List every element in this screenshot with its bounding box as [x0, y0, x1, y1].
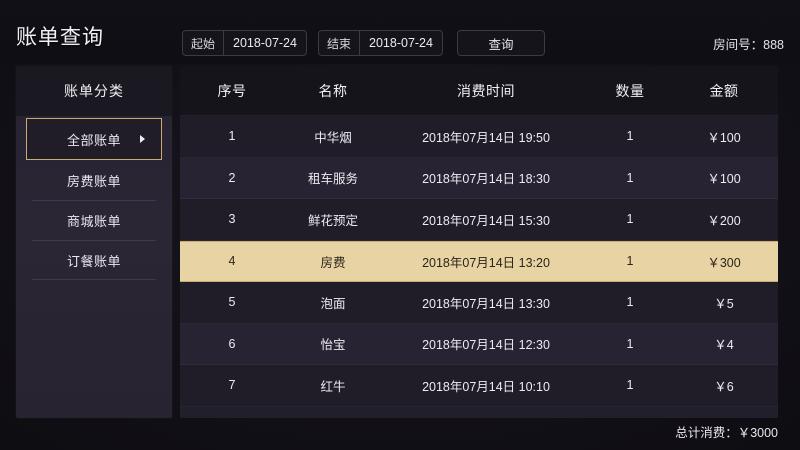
cell-idx: 2 — [228, 170, 236, 185]
cell-qty: 1 — [626, 295, 634, 310]
column-header-4: 金额 — [709, 82, 739, 99]
cell-amount: ￥300 — [707, 255, 741, 270]
cell-qty: 1 — [626, 254, 634, 269]
table-row[interactable]: 5 泡面 2018年07月14日 13:30 1 ￥5 — [180, 282, 778, 324]
table-body: 1 中华烟 2018年07月14日 19:50 1 ￥100 2 租车服务 2018年07月1… — [180, 116, 778, 407]
cell-name: 租车服务 — [307, 172, 358, 187]
cell-time: 2018年07月14日 18:30 — [422, 172, 550, 187]
cell-name: 红牛 — [320, 379, 346, 394]
sidebar-item-label: 全部账单 — [66, 132, 121, 148]
cell-time: 2018年07月14日 13:20 — [422, 255, 550, 270]
column-header-0: 序号 — [217, 82, 247, 99]
sidebar-item-2[interactable]: 商城账单 — [26, 200, 162, 240]
sidebar-item-1[interactable]: 房费账单 — [26, 160, 162, 200]
cell-name: 鲜花预定 — [307, 213, 358, 228]
sidebar-item-label: 商城账单 — [66, 213, 121, 229]
table-row[interactable]: 2 租车服务 2018年07月14日 18:30 1 ￥100 — [180, 157, 778, 199]
query-button[interactable]: 查询 — [457, 30, 545, 56]
cell-idx: 1 — [228, 129, 236, 144]
cell-idx: 7 — [228, 378, 236, 393]
end-date-field[interactable]: 结束 2018-07-24 — [318, 30, 443, 56]
end-date-label: 结束 — [319, 31, 361, 55]
start-date-field[interactable]: 起始 2018-07-24 — [182, 30, 307, 56]
cell-name: 泡面 — [320, 296, 346, 311]
sidebar-item-label: 订餐账单 — [66, 253, 121, 269]
cell-time: 2018年07月14日 15:30 — [422, 213, 550, 228]
cell-time: 2018年07月14日 13:30 — [422, 296, 550, 311]
column-header-2: 消费时间 — [457, 82, 515, 99]
cell-idx: 5 — [228, 295, 236, 310]
sidebar-item-label: 房费账单 — [66, 173, 121, 189]
cell-idx: 6 — [228, 336, 236, 351]
table-row[interactable]: 4 房费 2018年07月14日 13:20 1 ￥300 — [180, 240, 778, 282]
cell-amount: ￥5 — [714, 296, 734, 311]
sidebar-title: 账单分类 — [16, 66, 172, 116]
bill-table-panel: 序号 名称 消费时间 数量 金额 1 中华烟 2018年07月14日 19:50 1 ￥100 2… — [180, 66, 778, 418]
cell-amount: ￥6 — [714, 379, 734, 394]
cell-name: 房费 — [320, 255, 346, 270]
cell-qty: 1 — [626, 336, 634, 351]
sidebar-item-0[interactable]: 全部账单 — [26, 118, 162, 160]
cell-amount: ￥100 — [707, 172, 741, 187]
cell-qty: 1 — [626, 129, 634, 144]
column-header-3: 数量 — [615, 82, 645, 99]
table-header-row: 序号 名称 消费时间 数量 金额 — [180, 66, 778, 116]
table-row[interactable]: 6 怡宝 2018年07月14日 12:30 1 ￥4 — [180, 323, 778, 365]
cell-amount: ￥200 — [707, 213, 741, 228]
bill-category-sidebar: 账单分类 全部账单房费账单商城账单订餐账单 — [16, 66, 172, 418]
end-date-value[interactable]: 2018-07-24 — [369, 36, 433, 50]
table-row[interactable]: 3 鲜花预定 2018年07月14日 15:30 1 ￥200 — [180, 199, 778, 241]
cell-time: 2018年07月14日 19:50 — [422, 130, 550, 145]
column-header-1: 名称 — [318, 82, 348, 99]
cell-amount: ￥100 — [707, 130, 741, 145]
cell-idx: 3 — [228, 212, 236, 227]
cell-time: 2018年07月14日 10:10 — [422, 379, 550, 394]
table-row[interactable]: 1 中华烟 2018年07月14日 19:50 1 ￥100 — [180, 116, 778, 158]
cell-qty: 1 — [626, 378, 634, 393]
table-row[interactable]: 7 红牛 2018年07月14日 10:10 1 ￥6 — [180, 365, 778, 407]
cell-qty: 1 — [626, 170, 634, 185]
page-title: 账单查询 — [16, 26, 104, 49]
start-date-label: 起始 — [183, 31, 225, 55]
start-date-value[interactable]: 2018-07-24 — [233, 36, 297, 50]
total-consumption-label: 总计消费：￥3000 — [675, 426, 778, 440]
chevron-right-icon — [140, 135, 145, 143]
sidebar-item-list: 全部账单房费账单商城账单订餐账单 — [16, 118, 172, 280]
cell-amount: ￥4 — [714, 338, 734, 353]
sidebar-item-3[interactable]: 订餐账单 — [26, 240, 162, 280]
room-number-label: 房间号：888 — [713, 38, 784, 52]
cell-name: 中华烟 — [314, 130, 352, 145]
cell-idx: 4 — [228, 254, 236, 269]
cell-time: 2018年07月14日 12:30 — [422, 338, 550, 353]
app-header: 账单查询 起始 2018-07-24 结束 2018-07-24 查询 房间号：… — [0, 0, 800, 64]
cell-qty: 1 — [626, 212, 634, 227]
cell-name: 怡宝 — [320, 338, 346, 353]
